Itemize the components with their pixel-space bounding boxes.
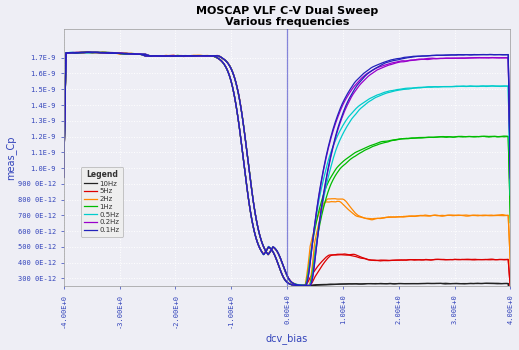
10Hz — [508, 301, 514, 305]
0.1Hz — [508, 176, 514, 180]
0.2Hz — [242, 133, 248, 138]
10Hz — [107, 50, 113, 55]
2Hz — [92, 50, 99, 54]
Line: 2Hz: 2Hz — [64, 52, 511, 286]
10Hz — [258, 237, 264, 241]
0.2Hz — [61, 175, 67, 180]
0.2Hz — [84, 50, 90, 54]
10Hz — [409, 281, 416, 286]
0.5Hz — [508, 193, 514, 197]
2Hz — [307, 284, 313, 288]
1Hz — [508, 220, 514, 225]
0.2Hz — [418, 57, 424, 62]
5Hz — [258, 237, 264, 241]
5Hz — [81, 50, 88, 54]
1Hz — [368, 145, 375, 149]
0.5Hz — [242, 133, 248, 138]
Line: 10Hz: 10Hz — [64, 52, 511, 303]
2Hz — [508, 264, 514, 268]
0.1Hz — [107, 51, 113, 55]
0.5Hz — [418, 86, 424, 90]
Title: MOSCAP VLF C-V Dual Sweep
Various frequencies: MOSCAP VLF C-V Dual Sweep Various freque… — [196, 6, 378, 27]
0.5Hz — [410, 86, 416, 90]
X-axis label: dcv_bias: dcv_bias — [266, 334, 308, 344]
Legend: 10Hz, 5Hz, 2Hz, 1Hz, 0.5Hz, 0.2Hz, 0.1Hz: 10Hz, 5Hz, 2Hz, 1Hz, 0.5Hz, 0.2Hz, 0.1Hz — [80, 167, 123, 237]
0.5Hz — [61, 175, 67, 180]
2Hz — [410, 214, 416, 218]
0.2Hz — [368, 72, 375, 76]
5Hz — [508, 287, 514, 292]
5Hz — [417, 258, 424, 262]
0.2Hz — [297, 284, 304, 288]
1Hz — [418, 136, 424, 140]
2Hz — [418, 214, 424, 218]
10Hz — [368, 282, 374, 286]
5Hz — [409, 258, 416, 262]
Y-axis label: meas_Cp: meas_Cp — [6, 135, 17, 180]
5Hz — [242, 133, 248, 138]
5Hz — [368, 258, 374, 262]
0.2Hz — [410, 58, 416, 63]
0.1Hz — [86, 50, 92, 54]
10Hz — [61, 175, 67, 179]
0.5Hz — [90, 50, 96, 54]
1Hz — [242, 133, 248, 138]
5Hz — [61, 175, 67, 180]
1Hz — [107, 51, 113, 55]
0.1Hz — [410, 55, 416, 59]
0.5Hz — [258, 237, 264, 241]
Line: 0.2Hz: 0.2Hz — [64, 52, 511, 286]
Line: 0.1Hz: 0.1Hz — [64, 52, 511, 286]
0.2Hz — [508, 177, 514, 182]
0.1Hz — [418, 54, 424, 58]
0.5Hz — [107, 51, 113, 55]
2Hz — [258, 237, 264, 241]
0.1Hz — [258, 237, 264, 241]
2Hz — [368, 218, 375, 222]
1Hz — [307, 284, 313, 288]
0.1Hz — [242, 133, 248, 137]
2Hz — [61, 175, 67, 180]
Line: 0.5Hz: 0.5Hz — [64, 52, 511, 286]
0.1Hz — [61, 175, 67, 180]
Line: 5Hz: 5Hz — [64, 52, 511, 289]
0.1Hz — [306, 284, 312, 288]
1Hz — [258, 237, 264, 241]
5Hz — [107, 50, 113, 55]
2Hz — [242, 133, 248, 137]
0.5Hz — [368, 98, 375, 102]
0.2Hz — [107, 51, 113, 55]
10Hz — [242, 133, 248, 138]
1Hz — [61, 175, 67, 180]
0.2Hz — [258, 237, 264, 241]
0.5Hz — [307, 284, 313, 288]
1Hz — [86, 50, 92, 54]
1Hz — [410, 136, 416, 140]
10Hz — [417, 281, 424, 286]
Line: 1Hz: 1Hz — [64, 52, 511, 286]
10Hz — [100, 50, 106, 54]
2Hz — [107, 50, 113, 55]
0.1Hz — [368, 69, 375, 73]
